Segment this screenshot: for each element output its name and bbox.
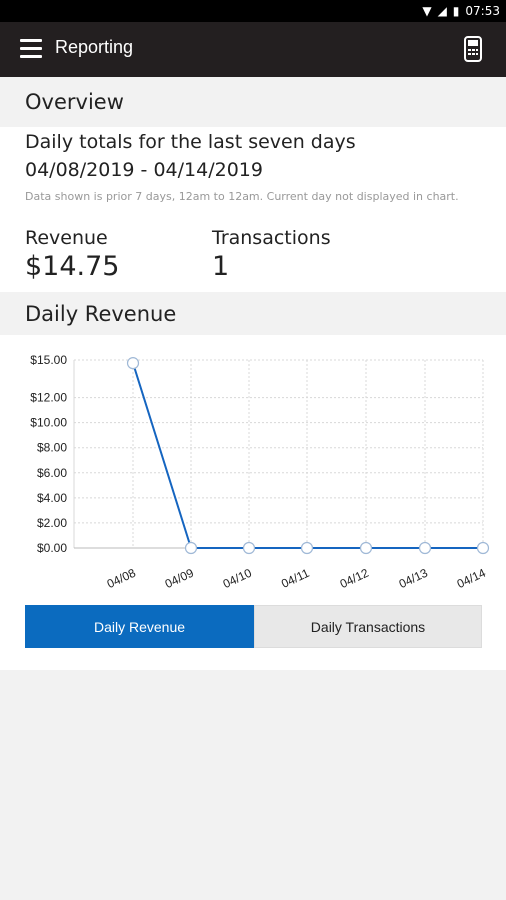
date-range: 04/08/2019 - 04/14/2019 — [25, 159, 263, 181]
transactions-value: 1 — [212, 251, 230, 282]
y-tick-label: $6.00 — [37, 466, 67, 480]
revenue-value: $14.75 — [25, 251, 120, 282]
overview-card: Daily totals for the last seven days 04/… — [0, 127, 506, 292]
data-point — [359, 541, 373, 555]
y-tick-label: $10.00 — [30, 416, 67, 430]
overview-title: Overview — [25, 90, 124, 114]
y-tick-label: $2.00 — [37, 516, 67, 530]
menu-icon[interactable] — [20, 39, 42, 59]
daily-revenue-header: Daily Revenue — [0, 292, 506, 335]
data-point — [300, 541, 314, 555]
daily-transactions-tab[interactable]: Daily Transactions — [254, 605, 482, 648]
daily-revenue-chart: $0.00 $2.00 $4.00 $6.00 $8.00 $10.00 $12.00 $15… — [30, 353, 490, 592]
card-reader-icon[interactable] — [464, 36, 482, 62]
status-icons: ▼ ◢ ▮ 07:53 — [422, 3, 500, 19]
y-tick-label: $12.00 — [30, 391, 67, 405]
data-point — [242, 541, 256, 555]
y-tick-label: $15.00 — [30, 353, 67, 367]
x-tick-label: 04/14 — [455, 566, 488, 592]
signal-icon: ◢ — [437, 4, 447, 18]
overview-header: Overview — [0, 77, 506, 127]
x-tick-label: 04/13 — [397, 566, 430, 592]
y-tick-label: $4.00 — [37, 491, 67, 505]
overview-subtitle: Daily totals for the last seven days — [25, 131, 356, 153]
battery-icon: ▮ — [452, 4, 460, 18]
y-tick-label: $8.00 — [37, 441, 67, 455]
data-point — [476, 541, 490, 555]
data-point — [126, 357, 140, 370]
status-bar: ▼ ◢ ▮ 07:53 — [0, 0, 506, 22]
daily-revenue-tab[interactable]: Daily Revenue — [25, 605, 254, 648]
y-tick-label: $0.00 — [37, 541, 67, 555]
status-time: 07:53 — [465, 4, 500, 18]
wifi-icon: ▼ — [422, 4, 432, 18]
x-tick-label: 04/08 — [105, 566, 138, 592]
daily-revenue-title: Daily Revenue — [25, 302, 177, 326]
app-bar: Reporting — [0, 22, 506, 77]
data-point — [418, 541, 432, 555]
data-note: Data shown is prior 7 days, 12am to 12am… — [25, 190, 459, 203]
data-point — [184, 541, 198, 555]
revenue-label: Revenue — [25, 227, 108, 249]
x-tick-label: 04/12 — [338, 566, 371, 592]
revenue-series-line — [132, 362, 483, 549]
transactions-label: Transactions — [212, 227, 331, 249]
x-tick-label: 04/10 — [221, 566, 254, 592]
app-title: Reporting — [55, 37, 134, 57]
x-tick-label: 04/09 — [163, 566, 196, 592]
x-tick-label: 04/11 — [279, 566, 312, 591]
